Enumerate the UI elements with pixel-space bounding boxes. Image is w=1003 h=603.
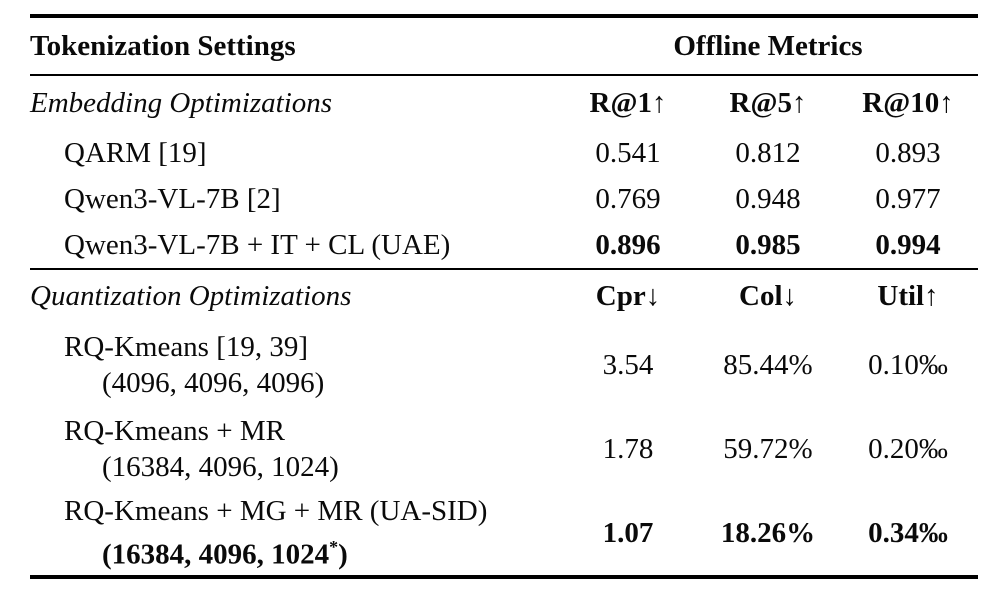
top-rule xyxy=(30,14,978,18)
metric-value: 1.78 xyxy=(602,432,654,465)
metric-value: 0.20‰ xyxy=(868,432,948,465)
table-row-rq-kmeans-mr: RQ-Kmeans + MR (16384, 4096, 1024) 1.78 … xyxy=(30,407,978,491)
metric-value: 0.769 xyxy=(595,182,661,215)
metric-value: 0.541 xyxy=(595,136,661,169)
section-divider-rule xyxy=(30,268,978,270)
row-sublabel: (4096, 4096, 4096) xyxy=(102,367,325,399)
metric-value: 0.896 xyxy=(595,228,661,261)
section-header-quantization: Quantization Optimizations Cpr↓ Col↓ Uti… xyxy=(30,270,978,323)
metric-value: 0.948 xyxy=(735,182,801,215)
metric-value: 59.72% xyxy=(723,432,813,465)
metric-header-r10: R@10↑ xyxy=(862,86,954,119)
metric-value: 0.34‰ xyxy=(868,516,948,549)
row-label: RQ-Kmeans + MR xyxy=(64,415,285,447)
metric-header-r5: R@5↑ xyxy=(729,86,807,119)
metric-value: 0.10‰ xyxy=(868,348,948,381)
section-title-quantization: Quantization Optimizations xyxy=(30,280,352,312)
offline-metrics-table: Tokenization Settings Offline Metrics Em… xyxy=(30,14,978,579)
row-label: QARM [19] xyxy=(64,136,207,169)
metric-header-util: Util↑ xyxy=(877,280,939,312)
row-label-block: RQ-Kmeans + MR (16384, 4096, 1024) xyxy=(30,413,558,485)
section-title-embedding: Embedding Optimizations xyxy=(30,86,333,119)
metric-value: 0.893 xyxy=(875,136,941,169)
row-label: RQ-Kmeans + MG + MR (UA-SID) xyxy=(64,495,488,528)
metric-value: 1.07 xyxy=(602,516,654,549)
metric-value: 85.44% xyxy=(723,348,813,381)
metric-value: 3.54 xyxy=(602,348,654,381)
metric-value: 18.26% xyxy=(720,516,816,549)
row-label: RQ-Kmeans [19, 39] xyxy=(64,331,309,363)
row-label-block: RQ-Kmeans + MG + MR (UA-SID) (16384, 409… xyxy=(30,493,558,573)
column-header-offline-metrics: Offline Metrics xyxy=(673,29,863,62)
row-label: Qwen3-VL-7B [2] xyxy=(64,182,281,215)
table-row-qarm: QARM [19] 0.541 0.812 0.893 xyxy=(30,130,978,176)
row-sublabel: (16384, 4096, 1024*) xyxy=(64,529,558,573)
header-rule xyxy=(30,74,978,76)
metric-header-cpr: Cpr↓ xyxy=(595,280,661,312)
table-row-rq-kmeans: RQ-Kmeans [19, 39] (4096, 4096, 4096) 3.… xyxy=(30,323,978,407)
sublabel-asterisk: * xyxy=(329,537,339,558)
metric-value: 0.985 xyxy=(735,228,801,261)
bottom-rule xyxy=(30,575,978,579)
metric-value: 0.812 xyxy=(735,136,801,169)
metric-value: 0.994 xyxy=(875,228,941,261)
table-row-rq-kmeans-mg-mr: RQ-Kmeans + MG + MR (UA-SID) (16384, 409… xyxy=(30,491,978,575)
column-header-tokenization-settings: Tokenization Settings xyxy=(30,29,296,62)
metric-header-r1: R@1↑ xyxy=(589,86,667,119)
metric-value: 0.977 xyxy=(875,182,941,215)
section-header-embedding: Embedding Optimizations R@1↑ R@5↑ R@10↑ xyxy=(30,76,978,130)
sublabel-text: (16384, 4096, 1024 xyxy=(102,538,330,571)
table-row-qwen3: Qwen3-VL-7B [2] 0.769 0.948 0.977 xyxy=(30,176,978,222)
row-label: Qwen3-VL-7B + IT + CL (UAE) xyxy=(64,228,451,261)
row-sublabel: (16384, 4096, 1024) xyxy=(102,451,339,483)
metric-header-col: Col↓ xyxy=(739,280,797,312)
table-row-qwen3-it-cl: Qwen3-VL-7B + IT + CL (UAE) 0.896 0.985 … xyxy=(30,222,978,268)
sublabel-text: ) xyxy=(338,538,348,571)
table-header-row: Tokenization Settings Offline Metrics xyxy=(30,18,978,74)
row-label-block: RQ-Kmeans [19, 39] (4096, 4096, 4096) xyxy=(30,329,558,401)
